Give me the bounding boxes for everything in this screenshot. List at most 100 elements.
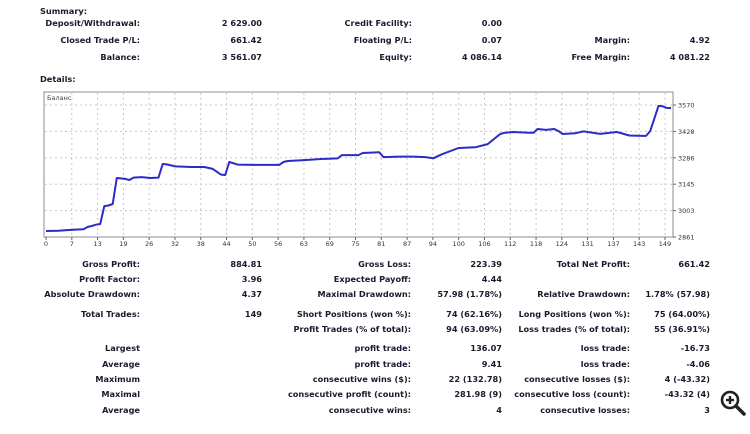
plot-area	[43, 91, 674, 238]
stat-label: Gross Loss:	[358, 259, 411, 269]
stat-value: 4	[496, 405, 502, 415]
stat-value: 75 (64.00%)	[654, 309, 710, 319]
y-tick-label: 3428	[678, 128, 695, 136]
chart-legend-label: Баланс	[47, 94, 72, 102]
stat-value: 94 (63.09%)	[446, 324, 502, 334]
stat-value: 3	[704, 405, 710, 415]
stat-label: Maximal Drawdown:	[317, 289, 411, 299]
stat-value: 884.81	[230, 259, 262, 269]
stat-label: consecutive profit (count):	[287, 389, 411, 399]
x-tick-label: 63	[300, 240, 308, 248]
x-tick-label: 26	[145, 240, 153, 248]
stat-label: Maximal	[101, 389, 140, 399]
x-tick-label: 0	[44, 240, 48, 248]
stat-label: Relative Drawdown:	[537, 289, 630, 299]
x-tick-label: 106	[478, 240, 490, 248]
summary-label: Credit Facility:	[344, 18, 412, 28]
stat-value: 3.96	[241, 274, 262, 284]
summary-label: Margin:	[594, 35, 630, 45]
balance-chart: 0 7 13 19 26 32 38 44 50 56 63 69 75 81 87 94 100 106 112 1…	[43, 91, 695, 248]
summary-value: 0.00	[481, 18, 502, 28]
stat-label: Largest	[105, 343, 140, 353]
stat-value: -4.06	[686, 359, 710, 369]
x-tick-label: 137	[607, 240, 619, 248]
summary-value: 3 561.07	[221, 52, 262, 62]
stat-value: -43.32 (4)	[664, 389, 710, 399]
x-tick-label: 56	[274, 240, 282, 248]
stat-label: profit trade:	[354, 343, 411, 353]
stat-label: Total Trades:	[80, 309, 140, 319]
x-tick-label: 69	[326, 240, 334, 248]
x-tick-label: 118	[530, 240, 542, 248]
stat-value: 74 (62.16%)	[446, 309, 502, 319]
x-tick-label: 75	[351, 240, 359, 248]
stat-label: consecutive loss (count):	[514, 389, 630, 399]
stat-label: consecutive losses:	[540, 405, 630, 415]
x-tick-label: 143	[633, 240, 645, 248]
stat-value: 4 (-43.32)	[664, 374, 710, 384]
stat-label: consecutive wins ($):	[312, 374, 411, 384]
summary-value: 4.92	[689, 35, 710, 45]
summary-value: 2 629.00	[221, 18, 262, 28]
stat-value: 9.41	[481, 359, 502, 369]
chart-grid	[45, 93, 673, 237]
x-tick-label: 81	[377, 240, 385, 248]
x-tick-label: 7	[70, 240, 74, 248]
stat-value: 4.44	[481, 274, 502, 284]
x-tick-label: 38	[197, 240, 205, 248]
stat-value: 57.98 (1.78%)	[437, 289, 502, 299]
x-tick-label: 44	[222, 240, 230, 248]
stat-value: 149	[244, 309, 262, 319]
stat-label: Absolute Drawdown:	[44, 289, 140, 299]
summary-label: Equity:	[379, 52, 412, 62]
stat-value: 55 (36.91%)	[654, 324, 710, 334]
y-tick-label: 3570	[678, 102, 695, 110]
stat-label: loss trade:	[580, 343, 630, 353]
summary-label: Balance:	[100, 52, 140, 62]
summary-value: 4 086.14	[461, 52, 502, 62]
stat-label: Average	[102, 405, 140, 415]
details-title: Details:	[40, 74, 76, 84]
y-tick-label: 3003	[678, 207, 695, 215]
stat-value: -16.73	[680, 343, 710, 353]
stat-label: Profit Trades (% of total):	[293, 324, 411, 334]
stat-label: Profit Factor:	[79, 274, 140, 284]
x-tick-label: 112	[504, 240, 516, 248]
balance-series-line	[45, 104, 671, 232]
x-tick-label: 149	[659, 240, 671, 248]
summary-value: 661.42	[230, 35, 262, 45]
x-tick-label: 13	[93, 240, 101, 248]
stat-label: Expected Payoff:	[333, 274, 411, 284]
x-tick-label: 94	[429, 240, 437, 248]
stat-label: profit trade:	[354, 359, 411, 369]
y-tick-label: 3286	[678, 154, 695, 162]
stat-label: Short Positions (won %):	[296, 309, 411, 319]
x-tick-label: 32	[171, 240, 179, 248]
stat-label: Loss trades (% of total):	[518, 324, 630, 334]
stat-value: 22 (132.78)	[448, 374, 502, 384]
stat-value: 4.37	[241, 289, 262, 299]
stat-value: 661.42	[678, 259, 710, 269]
stat-label: consecutive losses ($):	[524, 374, 630, 384]
summary-label: Free Margin:	[571, 52, 630, 62]
stat-label: consecutive wins:	[328, 405, 411, 415]
stat-value: 223.39	[470, 259, 502, 269]
x-tick-label: 124	[556, 240, 568, 248]
y-tick-label: 3145	[678, 181, 695, 189]
summary-value: 4 081.22	[669, 52, 710, 62]
x-tick-label: 131	[581, 240, 593, 248]
stat-value: 136.07	[470, 343, 502, 353]
summary-label: Floating P/L:	[353, 35, 412, 45]
zoom-in-icon[interactable]	[718, 388, 748, 418]
y-axis-ticks: 3570 3428 3286 3145 3003 2861	[673, 102, 695, 242]
stat-label: Total Net Profit:	[556, 259, 630, 269]
stat-value: 281.98 (9)	[454, 389, 502, 399]
summary-label: Deposit/Withdrawal:	[45, 18, 140, 28]
x-tick-label: 19	[119, 240, 127, 248]
y-tick-label: 2861	[678, 234, 695, 242]
summary-label: Closed Trade P/L:	[60, 35, 140, 45]
x-tick-label: 50	[248, 240, 256, 248]
stat-label: Maximum	[95, 374, 140, 384]
summary-title: Summary:	[40, 6, 87, 16]
stat-value: 1.78% (57.98)	[645, 289, 710, 299]
